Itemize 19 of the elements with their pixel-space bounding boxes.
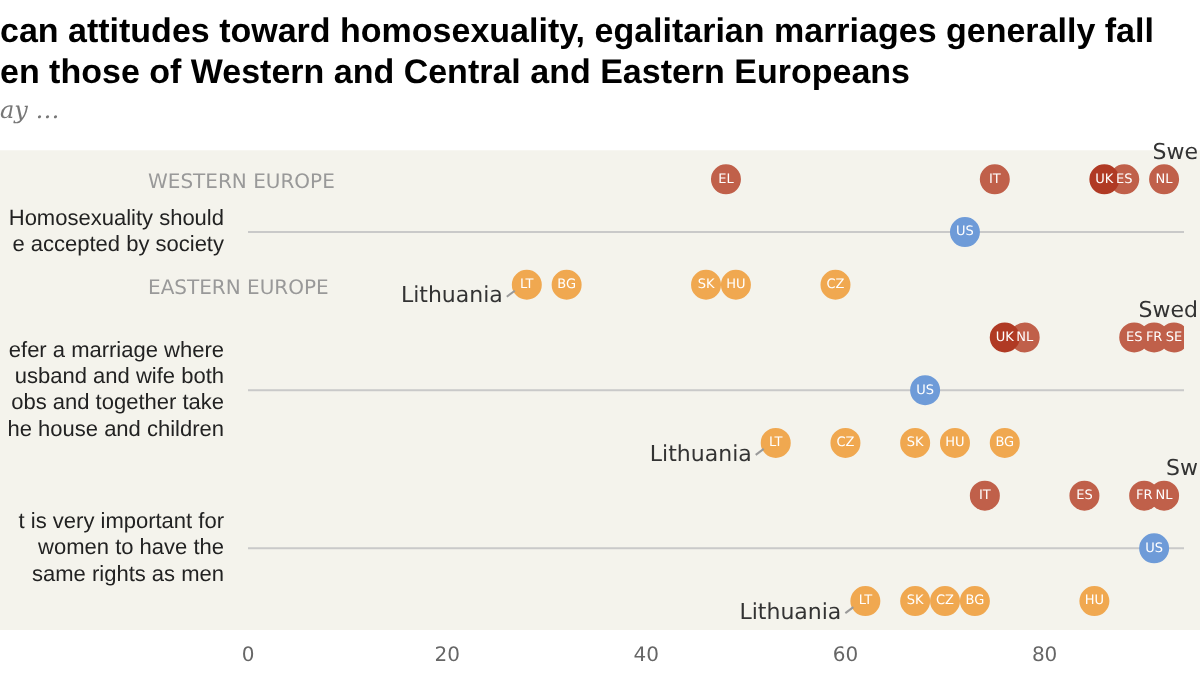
y-tick-label: Homosexuality should e accepted by society [8,206,225,258]
text: Swe [1152,139,1199,166]
annotation: Sw [1166,455,1198,482]
annotation: Lithuania [400,282,503,309]
y-tick-label: t is very important for women to have the same rights as men [18,510,225,587]
x-tick-label: 0 [241,645,255,668]
annotation: EASTERN EUROPE [148,277,329,300]
x-tick-label: 60 [832,645,859,668]
annotation: Lithuania [739,598,842,625]
x-tick-label: 40 [633,645,660,668]
x-tick-label: 80 [1031,645,1058,668]
annotation: Swed [1138,297,1198,324]
text: can attitudes toward homosexuality, egalitarian marriages generally fall [0,11,1154,50]
text: ay … [0,96,60,125]
annotation: WESTERN EUROPE [148,172,335,195]
text: en those of Western and Central and Eastern Europeans [0,52,911,91]
y-tick-label: efer a marriage where usband and wife both obs and together take he house and children [7,338,224,442]
x-tick-label: 20 [434,645,460,668]
annotation: Lithuania [649,440,752,467]
